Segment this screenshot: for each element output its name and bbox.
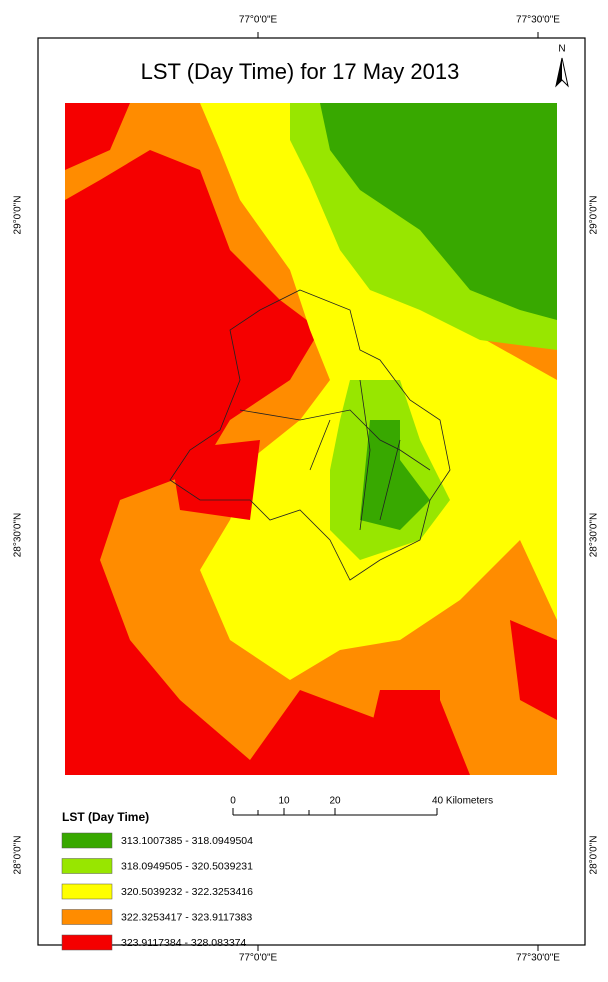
north-arrow-shape — [556, 58, 562, 86]
district-boundaries — [169, 289, 451, 581]
legend-label: 323.9117384 - 328.083374 — [121, 937, 246, 949]
legend-label: 313.1007385 - 318.0949504 — [121, 835, 253, 847]
legend-swatch — [61, 832, 113, 849]
coord-label: 77°0'0"E — [239, 953, 278, 964]
boundary — [169, 289, 451, 581]
raster-zone — [360, 420, 430, 530]
legend-label: 322.3253417 - 323.9117383 — [121, 911, 252, 923]
raster-zone — [65, 103, 130, 170]
raster-zone — [320, 103, 557, 320]
raster — [65, 103, 557, 775]
coord-label: 29°0'0"N — [589, 196, 600, 235]
coord-label: 77°30'0"E — [516, 15, 560, 26]
north-label: N — [558, 44, 565, 55]
legend-swatch — [61, 909, 113, 925]
raster-zone — [360, 690, 440, 775]
scale-bar: 0 10 20 40 Kilometers — [230, 796, 493, 816]
raster-zone — [510, 620, 557, 720]
scale-bar-line — [232, 808, 438, 816]
raster-zone — [170, 440, 260, 520]
coord-label: 28°30'0"N — [589, 513, 600, 558]
legend-swatch — [61, 934, 113, 951]
legend-title: LST (Day Time) — [62, 810, 149, 824]
scale-label: 20 — [329, 796, 341, 807]
legend-label: 320.5039232 - 322.3253416 — [121, 886, 253, 898]
boundary — [239, 379, 431, 531]
coord-label: 77°0'0"E — [239, 15, 278, 26]
raster-zone — [90, 230, 210, 380]
legend-label: 318.0949505 - 320.5039231 — [121, 860, 253, 872]
coord-label: 28°0'0"N — [13, 836, 24, 875]
map-title: LST (Day Time) for 17 May 2013 — [141, 59, 460, 84]
scale-label: 10 — [278, 796, 290, 807]
legend-swatch — [61, 883, 113, 900]
scale-label: 40 Kilometers — [432, 796, 493, 807]
legend-swatch — [61, 858, 113, 874]
coord-label: 77°30'0"E — [516, 953, 560, 964]
coord-label: 28°0'0"N — [589, 836, 600, 875]
map-frame — [37, 37, 586, 946]
graticule-ticks — [257, 32, 539, 951]
north-arrow: N — [555, 44, 569, 88]
scale-label: 0 — [230, 796, 236, 807]
coord-label: 28°30'0"N — [13, 513, 24, 558]
coord-label: 29°0'0"N — [13, 196, 24, 235]
legend: 313.1007385 - 318.0949504 318.0949505 - 3… — [61, 832, 253, 951]
